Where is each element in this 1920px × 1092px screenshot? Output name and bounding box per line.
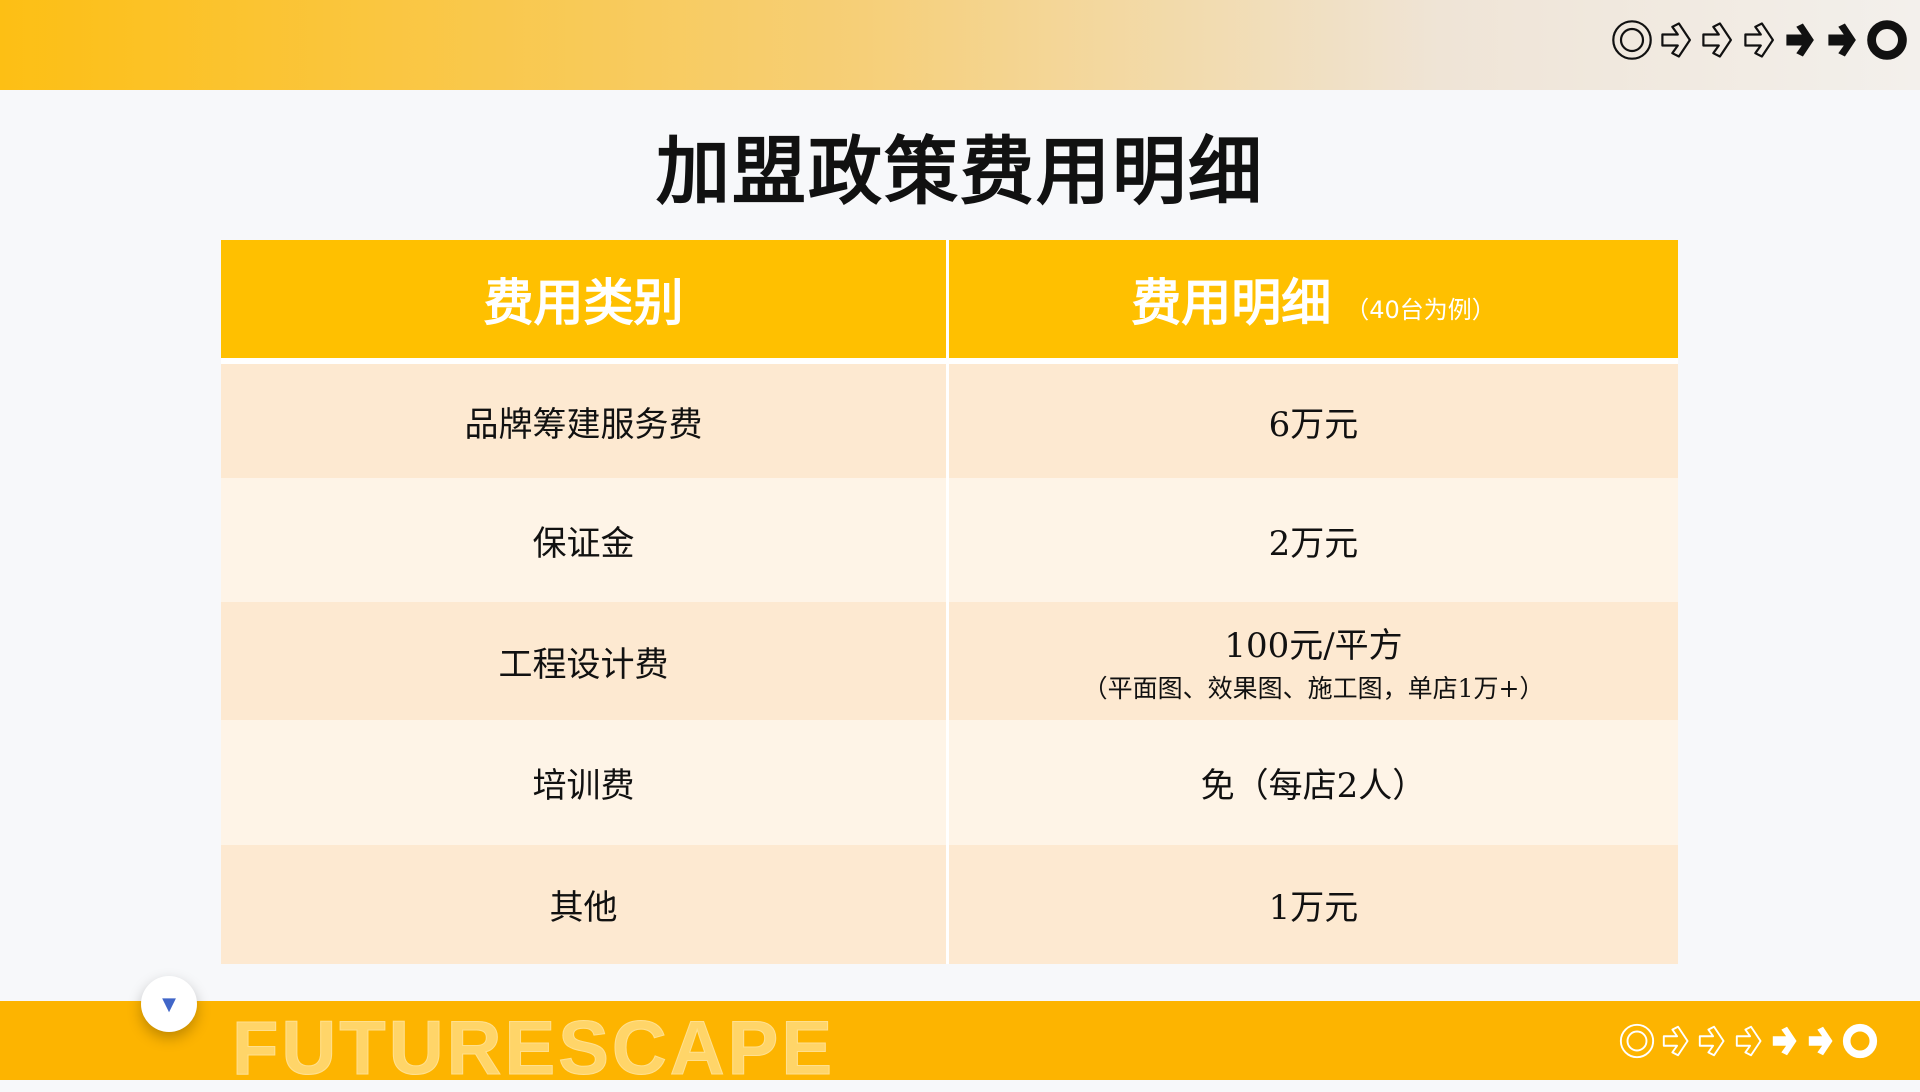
table-header: 费用类别 费用明细 （40台为例） bbox=[221, 240, 1678, 358]
table-row: 工程设计费 100元/平方 （平面图、效果图、施工图，单店1万+） bbox=[221, 602, 1678, 720]
page-title: 加盟政策费用明细 bbox=[656, 129, 1264, 215]
table-row: 品牌筹建服务费 6万元 bbox=[221, 364, 1678, 478]
target-circle-icon bbox=[1610, 18, 1654, 62]
arrow-solid-icon bbox=[1805, 1022, 1837, 1060]
header-note: （40台为例） bbox=[1345, 295, 1496, 324]
cell-detail: 1万元 bbox=[1268, 888, 1359, 928]
table-row: 其他 1万元 bbox=[221, 845, 1678, 964]
ring-solid-icon bbox=[1865, 18, 1909, 62]
arrow-outline-icon bbox=[1699, 18, 1736, 62]
triangle-down-icon: ▼ bbox=[162, 993, 176, 1015]
ring-solid-icon bbox=[1841, 1022, 1879, 1060]
cell-category: 其他 bbox=[221, 845, 949, 964]
arrow-solid-icon bbox=[1769, 1022, 1801, 1060]
arrow-outline-icon bbox=[1658, 18, 1695, 62]
top-banner bbox=[0, 0, 1920, 90]
cell-category: 培训费 bbox=[221, 720, 949, 845]
cell-category: 工程设计费 bbox=[221, 602, 949, 720]
cell-category: 品牌筹建服务费 bbox=[221, 364, 949, 478]
detail-main: 100元/平方 bbox=[1224, 625, 1403, 666]
arrow-outline-icon bbox=[1696, 1022, 1728, 1060]
header-detail-label: 费用明细 bbox=[1131, 274, 1332, 332]
arrow-solid-icon bbox=[1782, 18, 1819, 62]
cell-detail: 免（每店2人） bbox=[1200, 766, 1427, 806]
cell-category: 保证金 bbox=[221, 478, 949, 602]
cell-detail: 2万元 bbox=[1268, 523, 1359, 564]
arrow-solid-icon bbox=[1824, 18, 1861, 62]
arrow-decoration-top bbox=[1610, 18, 1909, 62]
footer-band bbox=[0, 1001, 1920, 1080]
target-circle-icon bbox=[1618, 1022, 1656, 1060]
header-category: 费用类别 bbox=[221, 240, 949, 358]
detail-note: （平面图、效果图、施工图，单店1万+） bbox=[1082, 673, 1545, 703]
cell-detail: 100元/平方 （平面图、效果图、施工图，单店1万+） bbox=[949, 602, 1678, 720]
fee-table: 费用类别 费用明细 （40台为例） 品牌筹建服务费 6万元 保证金 2万元 工程… bbox=[221, 240, 1678, 964]
arrow-outline-icon bbox=[1733, 1022, 1765, 1060]
cell-detail: 6万元 bbox=[1268, 404, 1359, 445]
arrow-outline-icon bbox=[1660, 1022, 1692, 1060]
table-row: 培训费 免（每店2人） bbox=[221, 720, 1678, 845]
table-row: 保证金 2万元 bbox=[221, 478, 1678, 602]
scroll-down-button[interactable]: ▼ bbox=[141, 976, 197, 1032]
brand-watermark: FUTURESCAPE bbox=[231, 1006, 836, 1092]
arrow-decoration-bottom bbox=[1618, 1022, 1879, 1060]
arrow-outline-icon bbox=[1741, 18, 1778, 62]
header-detail: 费用明细 （40台为例） bbox=[949, 240, 1678, 358]
